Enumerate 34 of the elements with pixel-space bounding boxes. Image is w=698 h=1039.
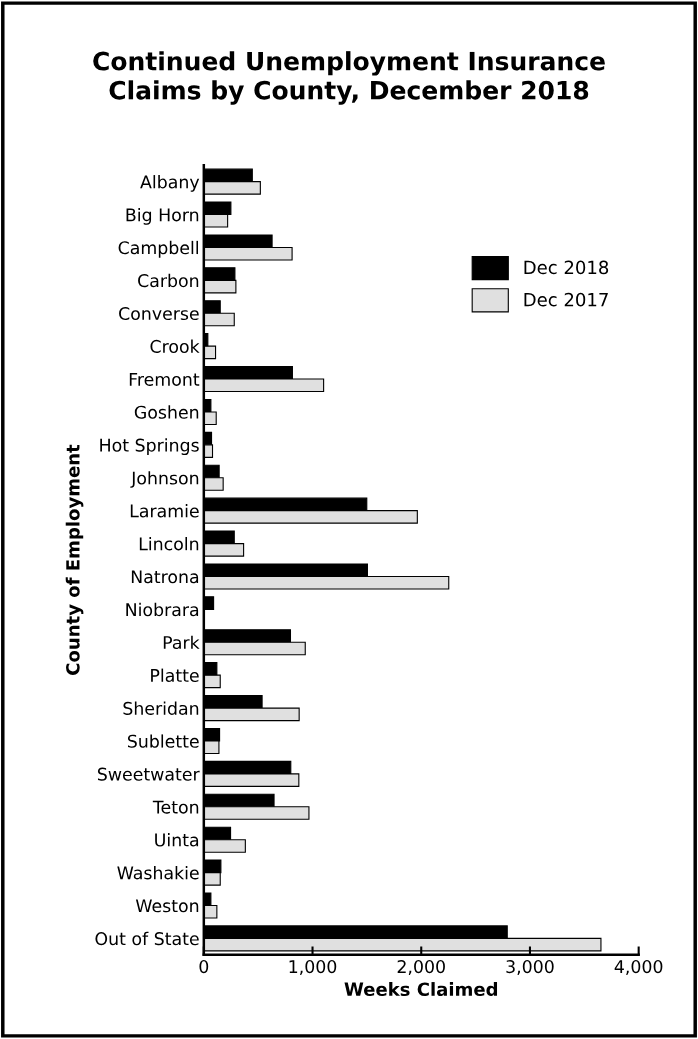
y-tick-label: Carbon <box>138 273 199 288</box>
y-tick-label: Sublette <box>127 734 199 748</box>
y-tick-label: Weston <box>135 899 199 913</box>
y-tick-label: Sheridan <box>123 701 199 715</box>
legend-label: Dec 2017 <box>524 292 608 307</box>
y-tick-label: Uinta <box>155 833 199 847</box>
y-tick-label: Washakie <box>117 865 199 880</box>
y-tick-label: Hot Springs <box>100 438 199 456</box>
x-tick-label: 2,000 <box>397 960 445 975</box>
y-tick-label: Lincoln <box>139 536 199 551</box>
y-tick-label: Campbell <box>118 240 199 258</box>
y-tick-label: Crook <box>150 339 200 353</box>
x-tick-label: 4,000 <box>614 960 663 975</box>
y-tick-label: Fremont <box>129 373 200 386</box>
y-tick-label: Goshen <box>134 405 199 419</box>
y-tick-label: Johnson <box>130 471 199 488</box>
y-tick-label: Converse <box>119 306 199 321</box>
y-tick-label: Park <box>163 635 200 650</box>
legend-label: Dec 2018 <box>524 260 609 275</box>
y-tick-label: Albany <box>140 175 200 192</box>
x-axis-title: Weeks Claimed <box>344 982 498 997</box>
y-tick-label: Teton <box>152 800 199 814</box>
y-tick-label: Sweetwater <box>97 767 200 781</box>
y-tick-label: Natrona <box>131 570 199 584</box>
y-axis-title: County of Employment <box>65 444 84 675</box>
y-tick-label: Niobrara <box>126 602 199 617</box>
y-tick-label: Platte <box>151 668 199 683</box>
x-tick-label: 0 <box>199 960 209 974</box>
y-tick-label: Big Horn <box>126 207 199 225</box>
chart-title: Continued Unemployment Insurance Claims by County, December 2018 <box>93 51 605 105</box>
y-tick-label: Out of State <box>95 931 199 946</box>
y-tick-label: Laramie <box>130 504 199 518</box>
x-tick-label: 1,000 <box>289 960 337 975</box>
x-tick-label: 3,000 <box>506 960 554 975</box>
